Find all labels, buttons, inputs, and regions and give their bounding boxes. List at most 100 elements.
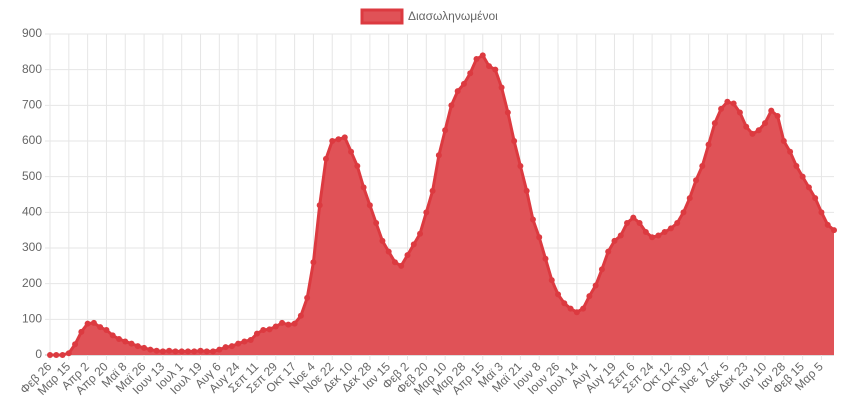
y-tick-label: 100	[22, 312, 42, 326]
point	[147, 346, 154, 353]
legend-swatch	[360, 8, 404, 25]
point	[831, 227, 837, 234]
point	[517, 162, 524, 169]
point	[479, 52, 486, 59]
point	[711, 120, 718, 127]
point	[316, 202, 323, 209]
point	[473, 55, 480, 62]
point	[780, 138, 787, 144]
point	[228, 343, 235, 350]
point	[555, 291, 562, 298]
point	[141, 344, 148, 351]
point	[103, 327, 110, 334]
point	[429, 187, 436, 194]
point	[410, 241, 417, 248]
point	[159, 348, 166, 355]
point	[341, 134, 348, 141]
point	[686, 195, 693, 202]
point	[824, 221, 831, 228]
point	[366, 202, 373, 209]
point	[329, 138, 336, 144]
point	[78, 328, 85, 335]
point	[335, 136, 342, 143]
point	[548, 277, 555, 284]
point	[693, 177, 700, 184]
point	[354, 162, 361, 169]
point	[72, 341, 79, 348]
point	[674, 220, 681, 227]
point	[812, 195, 819, 202]
point	[322, 155, 329, 162]
point	[97, 324, 104, 331]
point	[266, 326, 273, 333]
point	[134, 343, 141, 350]
point	[787, 148, 794, 155]
point	[297, 312, 304, 319]
point	[109, 332, 116, 339]
point	[178, 348, 185, 355]
point	[379, 237, 386, 244]
y-tick-label: 600	[22, 133, 42, 147]
point	[649, 234, 656, 241]
point	[762, 120, 769, 127]
point	[749, 130, 756, 137]
point	[611, 237, 618, 244]
point	[736, 109, 743, 116]
point	[498, 84, 505, 91]
point	[454, 88, 461, 95]
point	[755, 127, 762, 134]
point	[699, 162, 706, 169]
point	[492, 66, 499, 73]
y-tick-label: 300	[22, 240, 42, 254]
point	[184, 348, 191, 355]
point	[448, 102, 455, 109]
point	[241, 338, 248, 345]
point	[348, 148, 355, 155]
point	[529, 216, 536, 223]
point	[203, 348, 210, 355]
y-tick-label: 0	[35, 347, 42, 361]
point	[743, 123, 750, 130]
point	[504, 109, 511, 116]
point	[84, 320, 91, 327]
point	[705, 141, 712, 148]
y-tick-label: 700	[22, 98, 42, 112]
point	[360, 184, 367, 191]
point	[567, 305, 574, 312]
point	[391, 259, 398, 266]
y-tick-label: 500	[22, 169, 42, 183]
point	[272, 323, 279, 330]
point	[90, 319, 97, 326]
legend[interactable]: Διασωληνωμένοι	[360, 8, 498, 25]
point	[460, 80, 467, 87]
point	[511, 138, 518, 144]
point	[799, 173, 806, 180]
point	[210, 348, 217, 355]
point	[793, 162, 800, 169]
area	[50, 55, 834, 356]
point	[805, 184, 812, 191]
point	[542, 255, 549, 262]
point	[636, 220, 643, 227]
point	[586, 293, 593, 300]
point	[385, 248, 392, 255]
point	[724, 98, 731, 105]
point	[523, 187, 530, 194]
point	[598, 266, 605, 273]
point	[624, 220, 631, 227]
point	[605, 248, 612, 255]
point	[486, 63, 493, 70]
point	[774, 113, 781, 120]
point	[561, 300, 568, 307]
point	[655, 232, 662, 239]
point	[423, 209, 430, 216]
point	[235, 340, 242, 347]
point	[467, 70, 474, 77]
point	[310, 259, 317, 266]
point	[730, 100, 737, 107]
point	[216, 346, 223, 353]
point	[191, 348, 198, 355]
point	[260, 327, 267, 334]
point	[166, 347, 173, 354]
